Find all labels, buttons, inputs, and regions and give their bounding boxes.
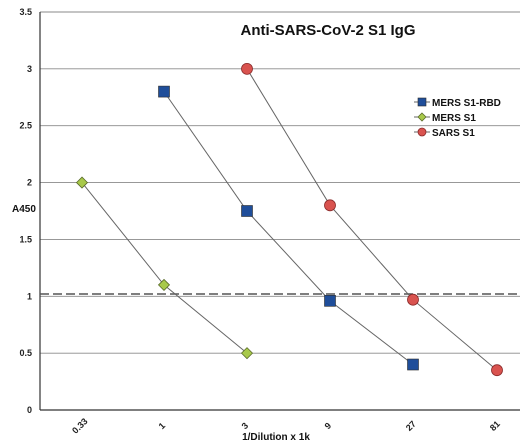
data-point <box>240 347 254 360</box>
x-tick-label: 81 <box>488 419 502 433</box>
series-mers-s1 <box>75 176 254 360</box>
series-group <box>75 62 503 377</box>
legend-label: MERS S1 <box>432 113 476 124</box>
data-point <box>241 62 253 75</box>
y-tick-label: 1 <box>27 291 32 301</box>
series-mers-s1-rbd <box>158 85 419 371</box>
data-point <box>417 112 427 122</box>
data-point <box>324 295 336 307</box>
x-tick-label: 9 <box>323 421 334 432</box>
data-point <box>417 97 427 107</box>
y-tick-label: 1.5 <box>19 234 32 244</box>
x-tick-label: 1 <box>157 421 168 432</box>
y-tick-labels: 0 0.5 1 1.5 2 2.5 3 3.5 <box>19 7 32 415</box>
series-line <box>246 68 498 371</box>
x-tick-label: 27 <box>404 419 418 433</box>
chart-title: Anti-SARS-CoV-2 S1 IgG <box>240 22 415 39</box>
legend-item: MERS S1-RBD <box>414 97 501 109</box>
y-tick-label: 0 <box>27 405 32 415</box>
data-point <box>407 293 419 306</box>
y-tick-label: 0.5 <box>19 348 32 358</box>
data-point <box>157 278 171 291</box>
data-point <box>158 85 170 98</box>
data-point <box>407 358 419 371</box>
y-tick-label: 3 <box>27 64 32 74</box>
series-sars-s1 <box>241 62 503 377</box>
grid-lines <box>39 11 520 411</box>
series-line <box>163 91 414 365</box>
x-tick-label: 3 <box>240 421 251 432</box>
legend-item: MERS S1 <box>414 112 476 124</box>
data-point <box>491 364 503 377</box>
y-axis-label: A450 <box>12 204 36 215</box>
y-tick-label: 3.5 <box>19 7 32 17</box>
x-axis-label: 1/Dilution x 1k <box>242 432 310 443</box>
legend-label: MERS S1-RBD <box>432 98 501 109</box>
legend-item: SARS S1 <box>414 127 475 139</box>
series-line <box>81 182 248 354</box>
x-tick-label: 0.33 <box>70 416 89 435</box>
data-point <box>241 205 253 217</box>
legend-label: SARS S1 <box>432 128 475 139</box>
data-point <box>417 127 427 137</box>
y-tick-label: 2 <box>27 178 32 188</box>
data-point <box>75 176 89 189</box>
y-tick-label: 2.5 <box>19 121 32 131</box>
data-point <box>324 199 336 212</box>
legend: MERS S1-RBD MERS S1 SARS S1 <box>414 97 501 139</box>
